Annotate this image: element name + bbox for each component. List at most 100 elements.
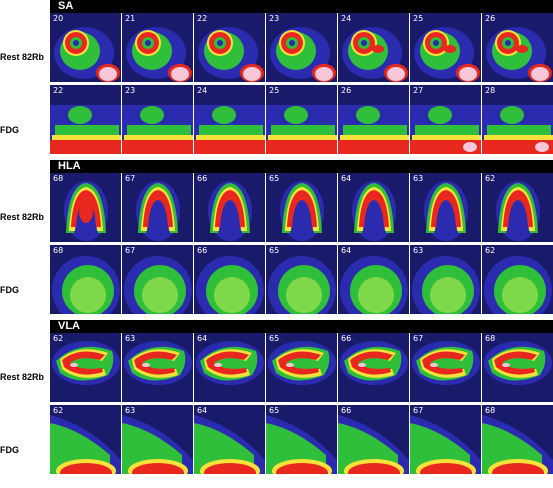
scan-image — [266, 245, 337, 314]
slice-number: 23 — [125, 86, 136, 95]
scan-image — [194, 333, 265, 402]
image-tile: 63 — [122, 333, 193, 402]
image-tile: 20 — [50, 13, 121, 82]
image-tile: 67 — [410, 405, 481, 474]
image-tile: 28 — [482, 85, 553, 154]
scan-image — [482, 173, 553, 242]
slice-number: 68 — [485, 406, 496, 415]
image-tile: 23 — [266, 13, 337, 82]
image-tile: 62 — [50, 333, 121, 402]
slice-number: 67 — [125, 174, 136, 183]
image-tile: 66 — [194, 173, 265, 242]
slice-number: 63 — [413, 174, 424, 183]
row-label-rb: Rest 82Rb — [0, 52, 45, 62]
image-tile: 65 — [266, 333, 337, 402]
image-tile: 62 — [50, 405, 121, 474]
scan-image — [50, 405, 121, 474]
image-tile: 64 — [194, 333, 265, 402]
scan-image — [50, 85, 121, 154]
scan-image — [410, 13, 481, 82]
image-tile: 65 — [266, 173, 337, 242]
slice-number: 62 — [485, 246, 496, 255]
image-tile: 65 — [266, 405, 337, 474]
scan-image — [338, 245, 409, 314]
scan-image — [50, 13, 121, 82]
image-tile: 23 — [122, 85, 193, 154]
slice-number: 68 — [53, 246, 64, 255]
image-tile: 68 — [50, 245, 121, 314]
slice-number: 27 — [413, 86, 424, 95]
scan-image — [122, 85, 193, 154]
row-label-fdg: FDG — [0, 285, 19, 295]
slice-number: 64 — [341, 246, 352, 255]
scan-image — [482, 13, 553, 82]
scan-image — [338, 173, 409, 242]
scan-image — [410, 85, 481, 154]
scan-image — [482, 333, 553, 402]
slice-number: 65 — [269, 406, 280, 415]
scan-image — [122, 405, 193, 474]
scan-image — [194, 13, 265, 82]
slice-number: 67 — [125, 246, 136, 255]
slice-number: 26 — [341, 86, 352, 95]
scan-image — [194, 85, 265, 154]
scan-image — [266, 333, 337, 402]
image-tile: 24 — [338, 13, 409, 82]
image-tile: 68 — [482, 333, 553, 402]
scan-image — [194, 245, 265, 314]
scan-image — [410, 173, 481, 242]
image-tile: 25 — [266, 85, 337, 154]
image-tile: 63 — [122, 405, 193, 474]
image-tile: 26 — [482, 13, 553, 82]
slice-number: 68 — [53, 174, 64, 183]
scan-image — [482, 405, 553, 474]
image-tile: 64 — [338, 245, 409, 314]
scan-image — [410, 333, 481, 402]
image-tile: 63 — [410, 173, 481, 242]
scan-image — [50, 333, 121, 402]
slice-number: 62 — [53, 334, 64, 343]
scan-image — [50, 173, 121, 242]
slice-number: 25 — [269, 86, 280, 95]
slice-number: 21 — [125, 14, 136, 23]
slice-number: 66 — [341, 406, 352, 415]
slice-number: 66 — [197, 246, 208, 255]
image-tile: 62 — [482, 245, 553, 314]
slice-number: 66 — [341, 334, 352, 343]
image-tile: 66 — [194, 245, 265, 314]
image-tile: 27 — [410, 85, 481, 154]
slice-number: 67 — [413, 406, 424, 415]
scan-image — [338, 85, 409, 154]
section-header-vla: VLA — [50, 320, 553, 333]
scan-image — [338, 13, 409, 82]
scan-image — [410, 405, 481, 474]
slice-number: 66 — [197, 174, 208, 183]
scan-image — [194, 173, 265, 242]
slice-number: 65 — [269, 174, 280, 183]
section-header-hla: HLA — [50, 160, 553, 173]
image-tile: 64 — [194, 405, 265, 474]
scan-image — [122, 173, 193, 242]
image-tile: 21 — [122, 13, 193, 82]
slice-number: 63 — [125, 406, 136, 415]
slice-number: 22 — [53, 86, 64, 95]
slice-number: 26 — [485, 14, 496, 23]
slice-number: 62 — [53, 406, 64, 415]
scan-image — [194, 405, 265, 474]
image-tile: 65 — [266, 245, 337, 314]
scan-image — [482, 85, 553, 154]
slice-number: 62 — [485, 174, 496, 183]
row-label-fdg: FDG — [0, 445, 19, 455]
image-tile: 24 — [194, 85, 265, 154]
slice-number: 24 — [197, 86, 208, 95]
row-label-rb: Rest 82Rb — [0, 212, 45, 222]
scan-image — [266, 405, 337, 474]
image-tile: 68 — [50, 173, 121, 242]
image-tile: 66 — [338, 405, 409, 474]
image-tile: 62 — [482, 173, 553, 242]
scan-image — [266, 85, 337, 154]
section-header-sa: SA — [50, 0, 553, 13]
scan-image — [122, 245, 193, 314]
image-tile: 25 — [410, 13, 481, 82]
slice-number: 23 — [269, 14, 280, 23]
